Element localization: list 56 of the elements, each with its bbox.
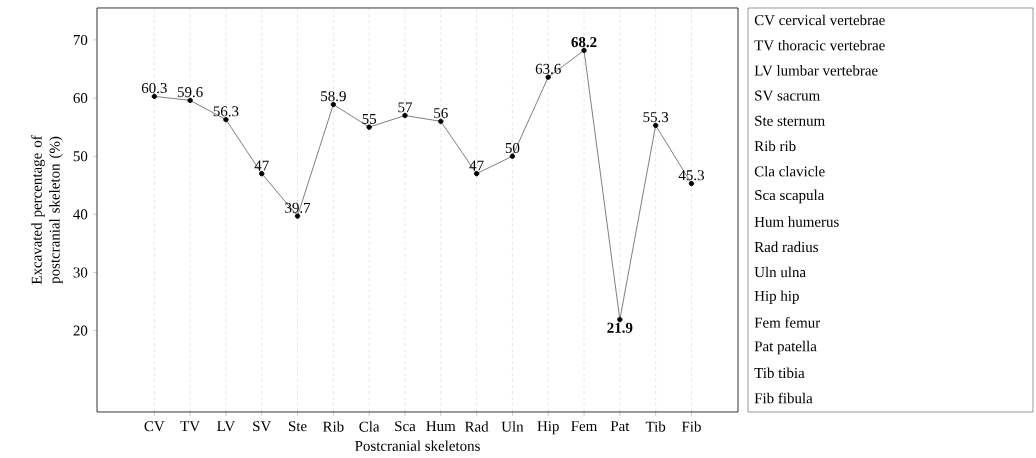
data-label: 55.3 — [643, 112, 669, 123]
text: Pat patella — [754, 340, 817, 355]
x-tick-label: Sca — [395, 421, 416, 432]
x-tick-label: Fem — [571, 421, 598, 432]
text: Tib tibia — [754, 367, 805, 379]
data-label: 68.2 — [571, 37, 597, 48]
text: LV lumbar vertebrae — [754, 65, 878, 76]
text: Fib fibula — [754, 392, 813, 404]
x-tick-label: TV — [180, 421, 200, 432]
data-label: 21.9 — [607, 322, 633, 333]
text: Hip hip — [754, 290, 799, 304]
data-label: 47 — [254, 160, 269, 171]
data-label: 57 — [398, 102, 413, 113]
x-tick-label: Uln — [501, 421, 524, 432]
x-axis-title: Postcranial skeletons — [355, 440, 480, 451]
x-tick-label: Rad — [465, 421, 489, 432]
x-tick-label: Fib — [681, 421, 701, 432]
y-tick-label: 40 — [73, 209, 88, 220]
text: Sca scapula — [755, 189, 825, 204]
x-tick-label: Pat — [610, 421, 630, 432]
data-label: 56.3 — [213, 106, 239, 117]
x-tick-label: Rib — [323, 421, 344, 432]
text: CV cervical vertebrae — [754, 14, 885, 26]
text: SV sacrum — [755, 90, 820, 101]
x-tick-label: Ste — [289, 421, 307, 432]
x-tick-label: LV — [217, 421, 236, 432]
data-label: 60.3 — [141, 82, 167, 94]
y-tick-label: 50 — [73, 151, 88, 162]
text: Uln ulna — [754, 266, 806, 278]
data-label: 63.6 — [535, 63, 561, 74]
y-tick-label: 20 — [73, 325, 88, 336]
x-tick-label: CV — [144, 421, 165, 432]
text: Ste sternum — [755, 115, 825, 126]
text: TV thoracic vertebrae — [754, 39, 885, 51]
x-tick-label: Hum — [426, 421, 456, 432]
data-label: 50 — [505, 142, 520, 154]
data-label: 59.6 — [177, 87, 203, 98]
data-label: 39.7 — [285, 202, 311, 213]
y-tick-label: 60 — [73, 93, 88, 104]
x-tick-label: Cla — [359, 421, 380, 432]
text: Rad radius — [754, 241, 818, 253]
x-tick-label: Tib — [645, 421, 666, 432]
text: Hum humerus — [754, 216, 839, 227]
data-label: 58.9 — [321, 91, 346, 102]
text: Cla clavicle — [754, 165, 825, 177]
text: Fem femur — [754, 317, 821, 328]
y-tick-label: 30 — [73, 267, 88, 278]
text: Rib rib — [754, 140, 796, 152]
data-label: 56 — [434, 108, 448, 119]
y-tick-label: 70 — [73, 34, 88, 45]
data-label: 55 — [362, 114, 377, 124]
data-label: 47 — [469, 160, 484, 171]
data-label: 45.3 — [678, 170, 704, 181]
x-tick-label: SV — [253, 421, 272, 432]
x-tick-label: Hip — [537, 421, 559, 435]
y-axis-title: Excavated percentage of postcranial skeleton (%) — [31, 135, 63, 285]
